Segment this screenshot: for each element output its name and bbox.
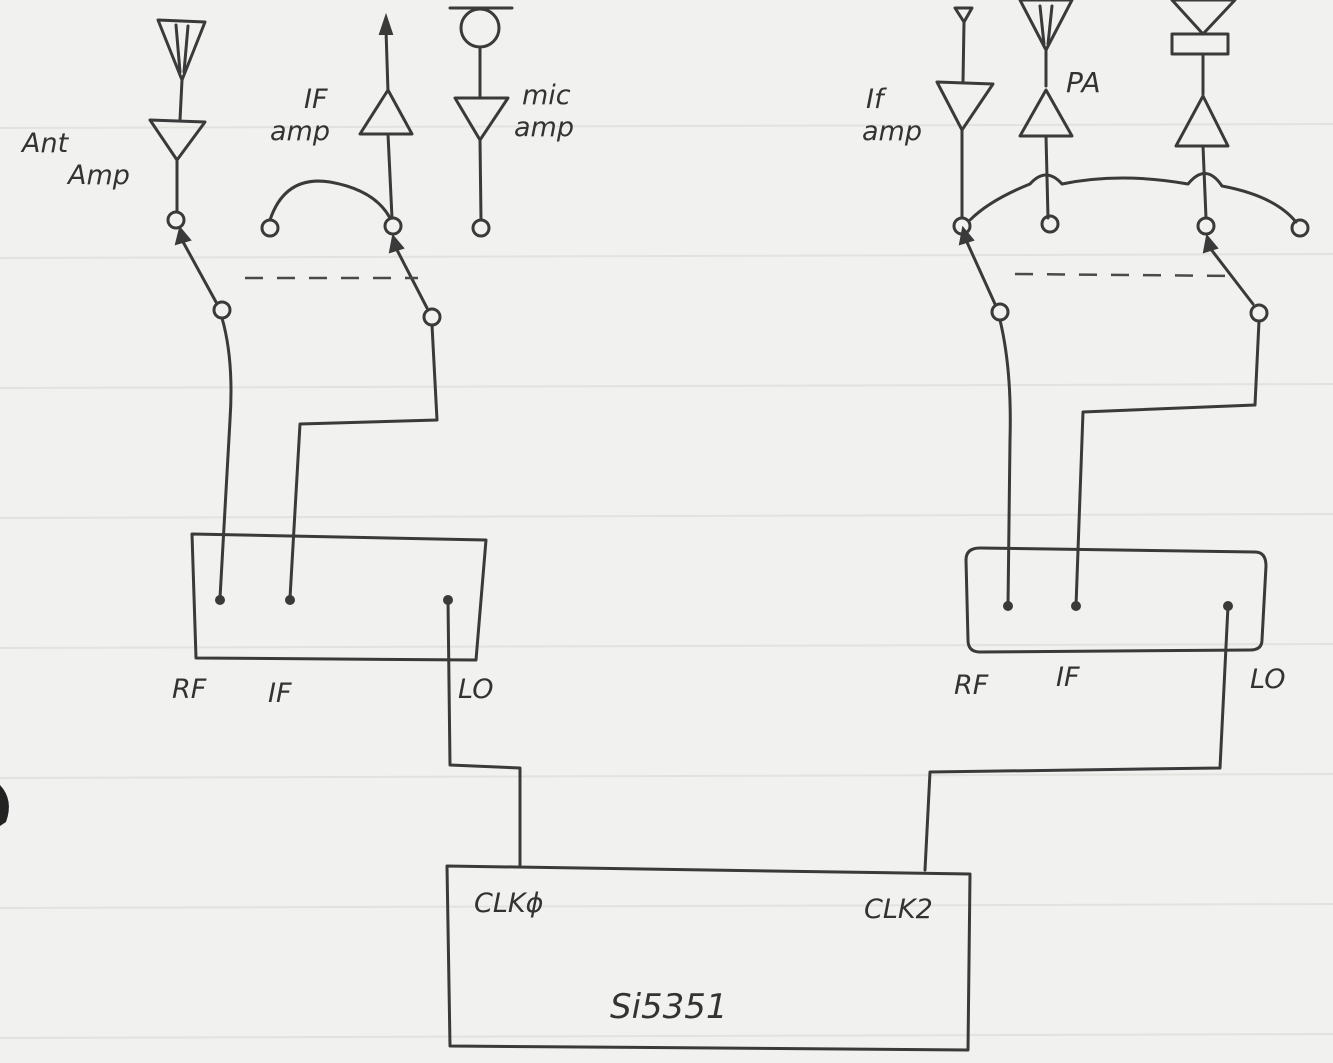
- pa-triangle: [1018, 88, 1074, 138]
- pa-label: PA: [1066, 66, 1101, 99]
- if-out-arrow-icon: [378, 12, 394, 35]
- right-chain: If amp PA: [862, 0, 1310, 872]
- audio-amp-triangle: [1174, 94, 1230, 148]
- ant-amp-triangle: [148, 118, 207, 162]
- audio-amp-node: [1196, 216, 1216, 236]
- microphone-icon: [448, 6, 514, 49]
- if-antenna-icon: [953, 6, 974, 24]
- right-mixer-lo-label: LO: [1250, 664, 1285, 695]
- ant-amp-node: [166, 210, 186, 230]
- edge-mark: [0, 785, 9, 826]
- paper-lines: [0, 123, 1333, 1039]
- if-amp-label-line2: amp: [270, 116, 330, 147]
- tx-if-amp-triangle: [935, 80, 995, 132]
- ant-amp-label-line1: Ant: [20, 128, 70, 159]
- if-amp-label-line1: IF: [304, 84, 328, 115]
- si5351-block: CLKϕ CLK2 Si5351: [445, 864, 972, 1052]
- tx-antenna-icon: [1018, 0, 1074, 52]
- mic-amp-triangle: [453, 96, 510, 142]
- right-mixer-rf-label: RF: [954, 670, 989, 701]
- if-amp-node: [383, 216, 403, 236]
- right-switch: [958, 225, 1269, 323]
- clk2-label: CLK2: [864, 894, 933, 925]
- left-mixer-lo-label: LO: [458, 674, 493, 705]
- left-mixer-if-label: IF: [268, 678, 292, 709]
- mic-amp-label-line2: amp: [514, 112, 574, 143]
- left-mixer-box: [190, 532, 488, 662]
- si5351-box: [445, 864, 972, 1052]
- right-mixer-if-label: IF: [1056, 662, 1080, 693]
- tx-if-amp-label-line2: amp: [862, 116, 922, 147]
- right-mixer-if-pin: [1071, 601, 1081, 611]
- tx-if-amp-label-line1: If: [866, 84, 887, 115]
- si5351-label: Si5351: [610, 987, 728, 1027]
- left-chain: Ant Amp IF amp mic amp: [20, 6, 574, 868]
- ant-amp-label-line2: Amp: [66, 160, 130, 191]
- pa-node: [1040, 214, 1060, 234]
- left-mixer-if-pin: [285, 595, 295, 605]
- clk0-label: CLKϕ: [474, 888, 543, 919]
- right-mixer-box: [964, 546, 1268, 654]
- left-mixer-rf-pin: [215, 595, 225, 605]
- mic-amp-label-line1: mic: [522, 80, 571, 111]
- antenna-icon: [156, 18, 207, 82]
- tx-jumper-node: [1290, 218, 1310, 238]
- left-mixer-rf-label: RF: [172, 674, 207, 705]
- jumper-node: [260, 218, 280, 238]
- if-amp-triangle: [358, 88, 414, 136]
- right-mixer-rf-pin: [1003, 601, 1013, 611]
- speaker-icon: [1170, 0, 1237, 56]
- left-switch: [174, 225, 442, 327]
- mic-amp-node: [471, 218, 491, 238]
